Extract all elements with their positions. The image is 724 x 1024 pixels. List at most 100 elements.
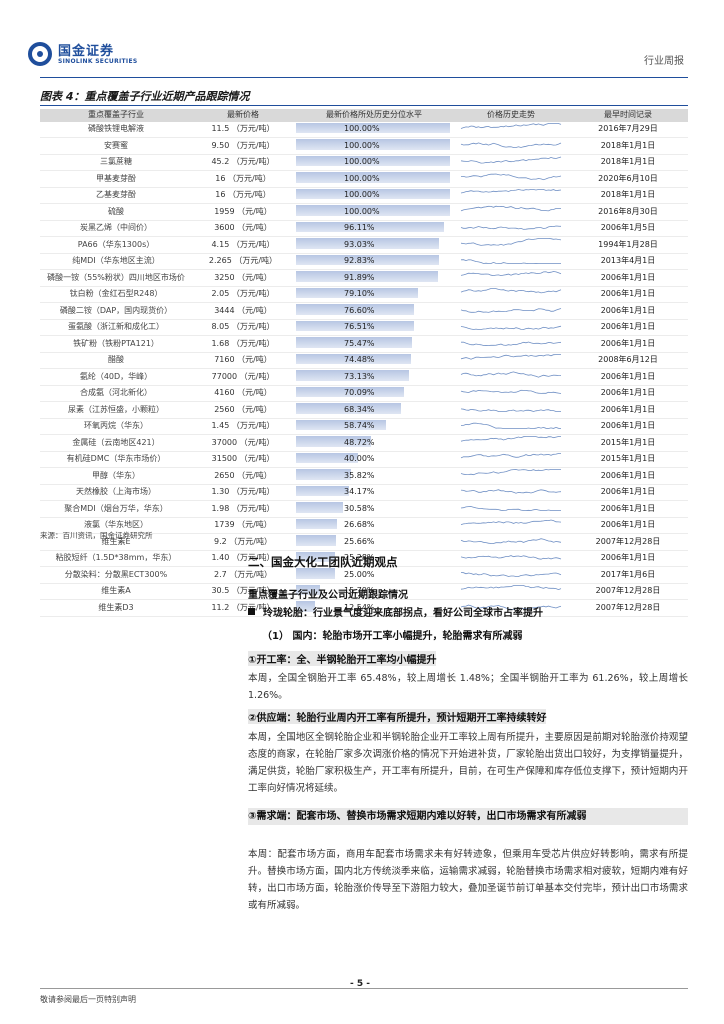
percentile-value: 76.60%: [344, 305, 375, 315]
cell-trend: [454, 137, 568, 155]
trend-line: [460, 436, 561, 442]
cell-trend: [454, 220, 568, 237]
cell-earliest-date: 2006年1月1日: [568, 385, 688, 402]
percentile-bar: [296, 337, 413, 348]
table-row: 尿素（江苏恒盛，小颗粒） 2560 （元/吨） 68.34% 2006年1月1日: [40, 401, 688, 419]
percentile-bar: [296, 139, 450, 150]
trend-sparkline: [460, 554, 562, 560]
product-tracking-table: 重点覆盖子行业 最新价格 最新价格所处历史分位水平 价格历史走势 最早时间记录 …: [40, 109, 688, 617]
trend-line: [460, 422, 562, 429]
trend-sparkline: [460, 341, 562, 346]
cell-percentile: 48.72%: [294, 434, 454, 452]
cell-industry: 三氯蔗糖: [40, 154, 192, 171]
percentile-bar: [296, 304, 414, 315]
cell-trend: [454, 170, 568, 188]
percentile-bar: [296, 238, 440, 249]
para-head-supply: ②供应端：轮胎行业周内开工率有所提升，预计短期开工率持续转好: [248, 709, 547, 724]
cell-earliest-date: 2018年1月1日: [568, 137, 688, 155]
bullet-heading-text: 玲珑轮胎：行业景气度迎来底部拐点，看好公司全球市占率提升: [263, 608, 543, 619]
trend-sparkline: [460, 488, 562, 494]
cell-percentile: 96.11%: [294, 220, 454, 237]
cell-earliest-date: 2008年6月12日: [568, 352, 688, 369]
cell-percentile: 34.17%: [294, 484, 454, 501]
cell-industry: 聚合MDI（烟台万华，华东）: [40, 500, 192, 518]
trend-sparkline: [460, 572, 562, 577]
cell-industry: 硫酸: [40, 203, 192, 221]
cell-earliest-date: 2020年6月10日: [568, 170, 688, 188]
trend-sparkline: [460, 422, 562, 429]
percentile-value: 100.00%: [344, 173, 380, 183]
cell-trend: [454, 451, 568, 468]
cell-earliest-date: 1994年1月28日: [568, 236, 688, 254]
cell-trend: [454, 319, 568, 336]
cell-percentile: 70.09%: [294, 385, 454, 402]
cell-trend: [454, 368, 568, 386]
cell-industry: 分散染料：分散黑ECT300%: [40, 566, 192, 584]
figure-source: 来源：百川资讯，国金证券研究所: [40, 531, 153, 540]
percentile-value: 40.00%: [344, 454, 375, 463]
cell-trend: [454, 418, 568, 435]
cell-price: 1739 （元/吨）: [192, 517, 294, 534]
trend-sparkline: [460, 325, 562, 330]
cell-industry: 安赛蜜: [40, 137, 192, 155]
cell-price: 16 （万元/吨）: [192, 170, 294, 188]
trend-line: [460, 308, 562, 313]
percentile-bar: [296, 386, 404, 397]
percentile-value: 100.00%: [344, 190, 380, 199]
figure-title: 图表 4：重点覆盖子行业近期产品跟踪情况: [40, 90, 250, 103]
cell-price: 9.50 （万元/吨）: [192, 137, 294, 155]
cell-price: 3600 （元/吨）: [192, 220, 294, 237]
cell-price: 11.2 （万元/吨）: [192, 599, 294, 617]
cell-earliest-date: 2016年8月30日: [568, 203, 688, 221]
percentile-value: 35.82%: [344, 470, 375, 480]
cell-percentile: 74.48%: [294, 352, 454, 369]
cell-price: 2560 （元/吨）: [192, 401, 294, 419]
percentile-bar: [296, 601, 316, 612]
para-head-utilization: ①开工率：全、半钢轮胎开工率均小幅提升: [248, 651, 437, 666]
table-row: 乙基麦芽酚 16 （万元/吨） 100.00% 2018年1月1日: [40, 187, 688, 204]
cell-industry: 液氯（华东地区）: [40, 517, 192, 534]
cell-earliest-date: 2015年1月1日: [568, 451, 688, 468]
cell-percentile: 75.47%: [294, 335, 454, 353]
cell-trend: [454, 434, 568, 452]
percentile-value: 75.47%: [344, 338, 375, 348]
cell-industry: 天然橡胶（上海市场）: [40, 484, 192, 501]
percentile-bar: [296, 485, 349, 496]
cell-trend: [454, 187, 568, 204]
cell-earliest-date: 2006年1月1日: [568, 467, 688, 485]
square-bullet-icon: [248, 608, 255, 615]
table-row: 氨纶（40D，华峰） 77000 （元/吨） 73.13% 2006年1月1日: [40, 368, 688, 386]
cell-percentile: 93.03%: [294, 236, 454, 254]
trend-sparkline: [460, 142, 562, 148]
cell-trend: [454, 550, 568, 567]
table-row: 炭黑乙烯（中间价） 3600 （元/吨） 96.11% 2006年1月5日: [40, 220, 688, 237]
trend-line: [460, 452, 561, 458]
percentile-bar: [296, 254, 439, 265]
cell-earliest-date: 2018年1月1日: [568, 187, 688, 204]
cell-percentile: 76.51%: [294, 319, 454, 336]
table-row: 合成氨（河北新化） 4160 （元/吨） 70.09% 2006年1月1日: [40, 385, 688, 402]
percentile-value: 58.74%: [344, 421, 375, 430]
trend-sparkline: [460, 238, 562, 246]
percentile-bar: [296, 436, 372, 447]
trend-line: [460, 142, 562, 148]
company-logo: 国金证券 SINOLINK SECURITIES: [28, 40, 168, 74]
percentile-value: 76.51%: [344, 322, 375, 331]
trend-sparkline: [460, 225, 562, 230]
cell-percentile: 68.34%: [294, 401, 454, 419]
cell-earliest-date: 2006年1月1日: [568, 368, 688, 386]
trend-line: [461, 173, 562, 181]
trend-line: [460, 538, 562, 544]
cell-trend: [454, 154, 568, 171]
cell-trend: [454, 269, 568, 287]
report-type: 行业周报: [644, 56, 684, 67]
trend-sparkline: [460, 506, 561, 511]
cell-industry: 钛白粉（金红石型R248）: [40, 286, 192, 303]
percentile-bar: [296, 320, 414, 331]
percentile-bar: [296, 155, 450, 166]
para-head-demand: ③需求端：配套市场、替换市场需求短期内难以好转，出口市场需求有所减弱: [248, 808, 688, 825]
trend-sparkline: [460, 371, 562, 378]
table-row: 蛋氨酸（浙江新和成化工） 8.05 （万元/吨） 76.51% 2006年1月1日: [40, 319, 688, 336]
table-row: 钛白粉（金红石型R248） 2.05 （万元/吨） 79.10% 2006年1月1日: [40, 286, 688, 303]
percentile-bar: [296, 353, 411, 364]
